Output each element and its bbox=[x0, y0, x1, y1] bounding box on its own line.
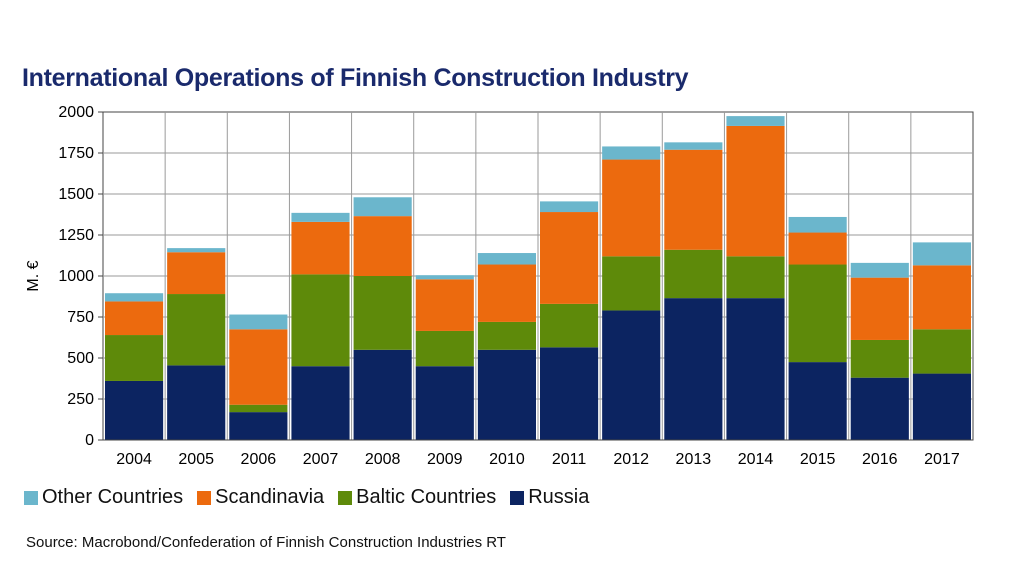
bar-russia-2006 bbox=[229, 412, 288, 440]
bar-scandinavia-2008 bbox=[353, 216, 412, 276]
x-tick-label: 2014 bbox=[738, 451, 774, 468]
y-tick-label: 250 bbox=[67, 391, 94, 408]
bar-baltic-countries-2016 bbox=[850, 339, 909, 378]
legend: Other Countries Scandinavia Baltic Count… bbox=[24, 486, 589, 509]
bar-other-countries-2016 bbox=[850, 262, 909, 278]
legend-label-scandinavia: Scandinavia bbox=[215, 486, 325, 508]
bar-baltic-countries-2004 bbox=[105, 335, 164, 381]
bar-scandinavia-2007 bbox=[291, 221, 350, 275]
bar-russia-2016 bbox=[850, 377, 909, 440]
stacked-bar-chart: 0 250 500 750 1000 1250 1500 1750 2000 2004 2005 20… bbox=[25, 104, 974, 468]
legend-label-baltic-countries: Baltic Countries bbox=[356, 486, 497, 508]
legend-item-baltic-countries: Baltic Countries bbox=[338, 486, 496, 509]
bar-russia-2008 bbox=[353, 349, 412, 440]
y-tick-label: 0 bbox=[85, 432, 94, 449]
bar-scandinavia-2011 bbox=[540, 212, 599, 304]
bar-other-countries-2015 bbox=[788, 216, 847, 233]
bar-baltic-countries-2008 bbox=[353, 276, 412, 350]
bar-other-countries-2011 bbox=[540, 201, 599, 213]
bar-russia-2015 bbox=[788, 362, 847, 440]
x-tick-label: 2008 bbox=[365, 451, 401, 468]
y-tick-label: 2000 bbox=[58, 104, 94, 121]
bar-russia-2011 bbox=[540, 347, 599, 440]
bar-other-countries-2005 bbox=[167, 248, 226, 253]
bar-baltic-countries-2007 bbox=[291, 274, 350, 367]
legend-swatch-russia bbox=[510, 490, 525, 505]
bar-russia-2005 bbox=[167, 365, 226, 440]
bar-russia-2009 bbox=[415, 366, 474, 440]
bar-baltic-countries-2012 bbox=[602, 256, 661, 311]
bar-russia-2007 bbox=[291, 366, 350, 440]
x-tick-label: 2004 bbox=[116, 451, 152, 468]
bar-baltic-countries-2014 bbox=[726, 256, 785, 299]
y-tick-label: 1500 bbox=[58, 186, 94, 203]
y-tick-label: 500 bbox=[67, 350, 94, 367]
legend-swatch-scandinavia bbox=[197, 490, 212, 505]
y-tick-label: 1750 bbox=[58, 145, 94, 162]
bar-scandinavia-2012 bbox=[602, 159, 661, 257]
y-tick-label: 1000 bbox=[58, 268, 94, 285]
bar-russia-2013 bbox=[664, 298, 723, 440]
chart-title: International Operations of Finnish Cons… bbox=[22, 64, 689, 92]
bar-scandinavia-2006 bbox=[229, 329, 288, 405]
bar-baltic-countries-2017 bbox=[912, 329, 971, 374]
bar-other-countries-2014 bbox=[726, 116, 785, 126]
legend-item-other-countries: Other Countries bbox=[24, 486, 183, 509]
bar-other-countries-2007 bbox=[291, 212, 350, 222]
bar-scandinavia-2005 bbox=[167, 252, 226, 295]
bar-baltic-countries-2006 bbox=[229, 404, 288, 413]
legend-item-russia: Russia bbox=[510, 486, 589, 509]
bar-baltic-countries-2013 bbox=[664, 249, 723, 299]
x-tick-label: 2012 bbox=[613, 451, 649, 468]
bar-other-countries-2010 bbox=[477, 253, 536, 265]
bar-baltic-countries-2011 bbox=[540, 303, 599, 348]
bar-russia-2017 bbox=[912, 373, 971, 440]
x-tick-label: 2010 bbox=[489, 451, 525, 468]
bar-scandinavia-2013 bbox=[664, 149, 723, 250]
x-tick-label: 2015 bbox=[800, 451, 836, 468]
bar-scandinavia-2014 bbox=[726, 125, 785, 257]
bar-baltic-countries-2010 bbox=[477, 321, 536, 350]
bar-other-countries-2006 bbox=[229, 314, 288, 330]
y-axis-title: M. € bbox=[25, 260, 42, 291]
x-tick-label: 2006 bbox=[241, 451, 277, 468]
x-tick-label: 2005 bbox=[178, 451, 214, 468]
x-tick-label: 2016 bbox=[862, 451, 898, 468]
bar-other-countries-2017 bbox=[912, 242, 971, 266]
x-tick-label: 2009 bbox=[427, 451, 463, 468]
bar-baltic-countries-2015 bbox=[788, 264, 847, 363]
bar-scandinavia-2004 bbox=[105, 301, 164, 336]
y-tick-label: 1250 bbox=[58, 227, 94, 244]
bar-other-countries-2004 bbox=[105, 293, 164, 302]
legend-swatch-baltic-countries bbox=[338, 490, 353, 505]
bar-other-countries-2008 bbox=[353, 197, 412, 217]
bar-russia-2004 bbox=[105, 380, 164, 440]
bar-other-countries-2013 bbox=[664, 142, 723, 150]
bar-scandinavia-2015 bbox=[788, 232, 847, 265]
bar-baltic-countries-2009 bbox=[415, 330, 474, 367]
bar-baltic-countries-2005 bbox=[167, 294, 226, 366]
bar-other-countries-2009 bbox=[415, 275, 474, 280]
bar-scandinavia-2017 bbox=[912, 265, 971, 330]
bar-russia-2010 bbox=[477, 349, 536, 440]
bar-other-countries-2012 bbox=[602, 146, 661, 160]
bar-scandinavia-2009 bbox=[415, 279, 474, 331]
legend-label-russia: Russia bbox=[528, 486, 590, 508]
x-tick-label: 2013 bbox=[676, 451, 712, 468]
source-note: Source: Macrobond/Confederation of Finni… bbox=[26, 534, 506, 551]
bar-russia-2014 bbox=[726, 298, 785, 440]
legend-swatch-other-countries bbox=[24, 490, 38, 505]
bar-scandinavia-2016 bbox=[850, 277, 909, 340]
legend-label-other-countries: Other Countries bbox=[42, 486, 184, 508]
legend-item-scandinavia: Scandinavia bbox=[197, 486, 324, 509]
x-tick-label: 2007 bbox=[303, 451, 339, 468]
x-tick-label: 2017 bbox=[924, 451, 960, 468]
y-tick-label: 750 bbox=[67, 309, 94, 326]
bar-scandinavia-2010 bbox=[477, 264, 536, 322]
x-tick-label: 2011 bbox=[552, 451, 587, 468]
bar-russia-2012 bbox=[602, 310, 661, 440]
